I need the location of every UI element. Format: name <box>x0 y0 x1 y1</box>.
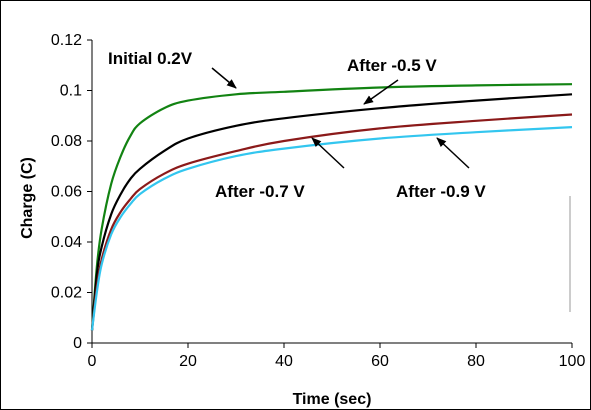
annotation-initial-0.2v: Initial 0.2V <box>108 49 193 68</box>
annotation-arrow-0.7v <box>311 137 345 169</box>
x-tick-label: 80 <box>467 353 485 370</box>
annotation-arrow-0.5v <box>363 79 399 105</box>
series-line-3 <box>90 126 573 331</box>
y-axis-title: Charge (C) <box>19 157 36 239</box>
series-line-1 <box>90 93 573 331</box>
x-axis-title: Time (sec) <box>293 391 372 408</box>
series-line-2 <box>90 113 573 331</box>
y-tick-label: 0.08 <box>51 133 82 150</box>
x-tick-label: 20 <box>179 353 197 370</box>
annotation-arrow-initial <box>211 67 237 89</box>
annotation-after-0.5v: After -0.5 V <box>347 56 437 75</box>
series-line-0 <box>90 83 573 331</box>
x-tick-label: 100 <box>559 353 586 370</box>
x-tick-label: 40 <box>275 353 293 370</box>
y-tick-label: 0.1 <box>60 83 82 100</box>
annotation-after-0.7v: After -0.7 V <box>215 182 305 201</box>
y-tick-label: 0.06 <box>51 184 82 201</box>
annotation-after-0.9v: After -0.9 V <box>396 182 486 201</box>
y-tick-label: 0.04 <box>51 234 82 251</box>
annotation-arrow-0.9v <box>436 137 470 169</box>
y-tick-label: 0.12 <box>51 32 82 49</box>
y-tick-label: 0.02 <box>51 285 82 302</box>
y-tick-label: 0 <box>73 335 82 352</box>
x-tick-label: 0 <box>88 353 97 370</box>
x-tick-label: 60 <box>371 353 389 370</box>
